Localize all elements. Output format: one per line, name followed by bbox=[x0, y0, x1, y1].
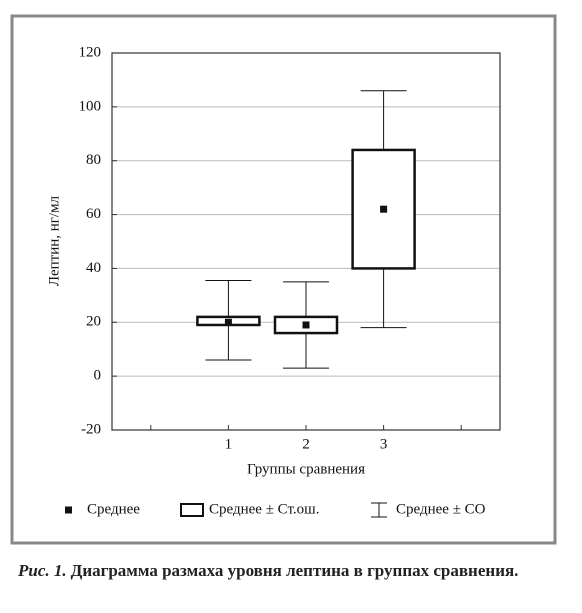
frame bbox=[10, 14, 557, 545]
chart: Лептин, нг/мл Группы сравнения -20 0 20 40 6… bbox=[10, 14, 557, 545]
x-axis-title: Группы сравнения bbox=[247, 461, 365, 477]
legend-label: Среднее bbox=[87, 501, 140, 517]
legend-label: Среднее ± Ст.ош. bbox=[209, 501, 319, 517]
y-axis-title: Лептин, нг/мл bbox=[46, 195, 62, 286]
legend-mean-symbol bbox=[65, 506, 72, 514]
caption-text: Диаграмма размаха уровня лептина в групп… bbox=[70, 561, 519, 580]
x-tick-label: 2 bbox=[302, 436, 310, 452]
y-tick-label: 60 bbox=[86, 206, 101, 222]
mean-marker bbox=[380, 205, 388, 213]
y-tick-label: 0 bbox=[94, 368, 102, 384]
caption-label: Рис. 1. bbox=[18, 561, 67, 580]
y-tick-label: 120 bbox=[79, 44, 102, 60]
mean-marker bbox=[224, 318, 232, 326]
y-tick-label: 40 bbox=[86, 260, 101, 276]
legend-box-symbol bbox=[180, 503, 204, 517]
plot-area bbox=[111, 52, 501, 431]
mean-marker bbox=[302, 321, 310, 329]
caption: Рис. 1. Диаграмма размаха уровня лептина … bbox=[18, 560, 564, 582]
y-tick-label: 100 bbox=[79, 98, 102, 114]
x-tick-label: 1 bbox=[225, 436, 233, 452]
legend-label: Среднее ± СО bbox=[396, 501, 486, 517]
y-tick-label: 80 bbox=[86, 152, 101, 168]
x-tick-label: 3 bbox=[380, 436, 388, 452]
y-tick-label: -20 bbox=[81, 421, 101, 437]
y-tick-label: 20 bbox=[86, 314, 101, 330]
